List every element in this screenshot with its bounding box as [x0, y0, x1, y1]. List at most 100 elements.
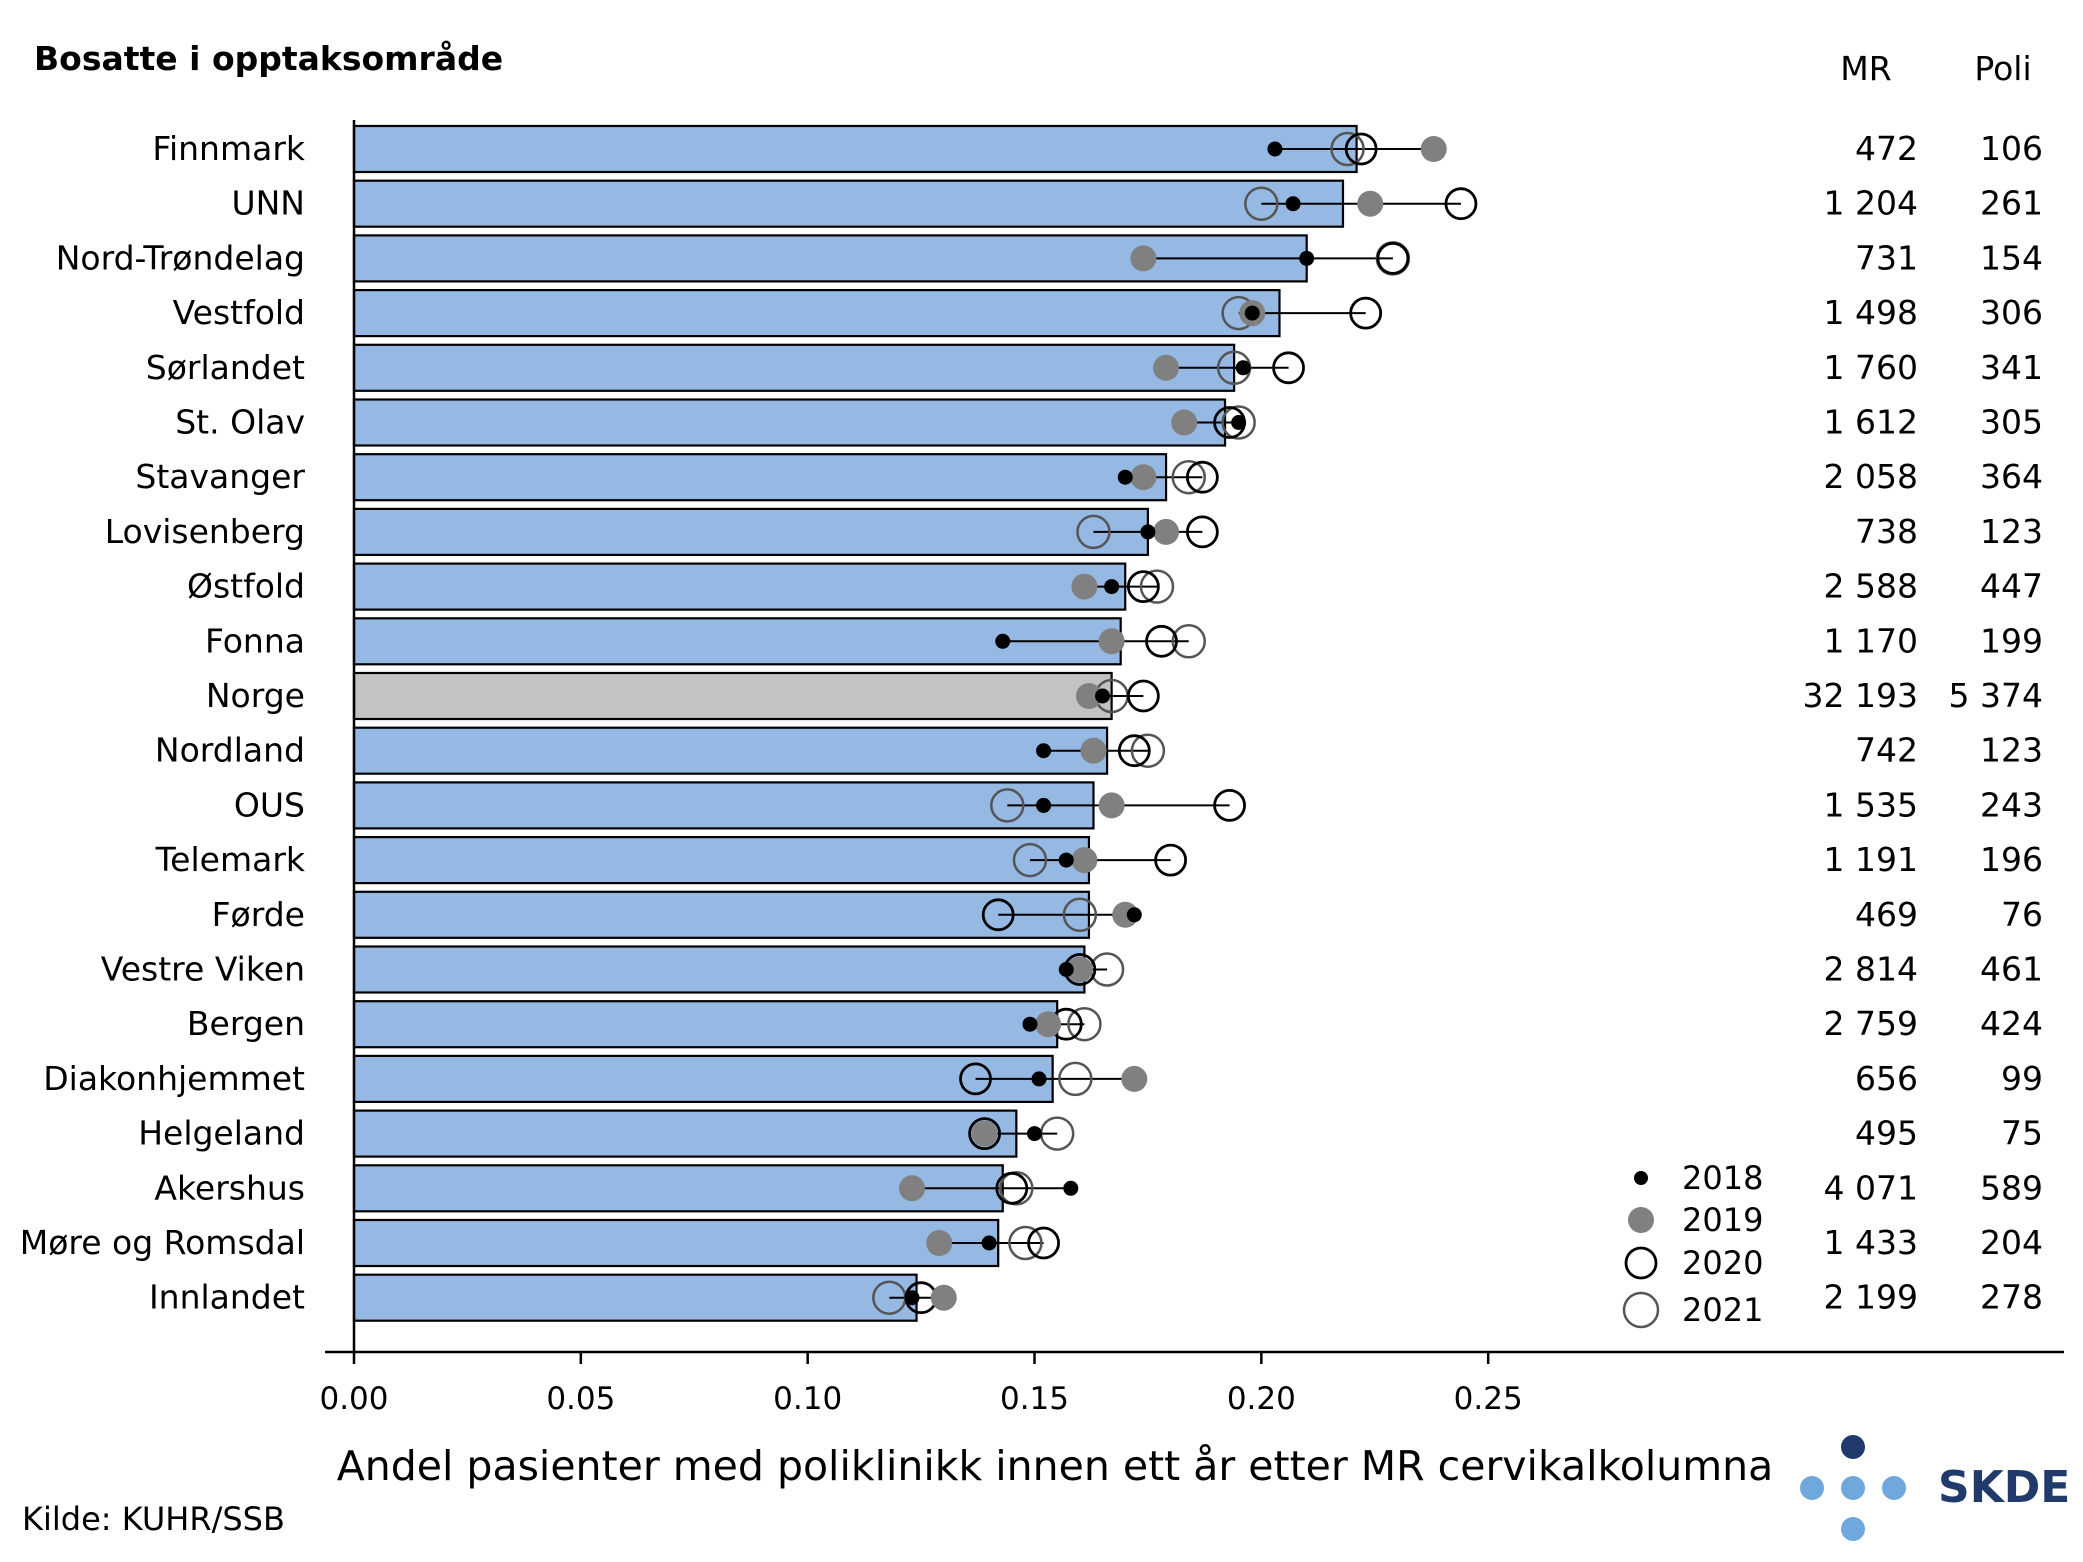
bar-telemark	[352, 835, 1091, 885]
marker-2018-helgeland	[1027, 1126, 1042, 1142]
mr-value-helgeland: 495	[1855, 1114, 1918, 1153]
legend-marker-2020	[1624, 1246, 1658, 1280]
row-label-finnmark: Finnmark	[152, 129, 306, 168]
mr-value-finnmark: 472	[1855, 129, 1918, 168]
x-tick-label-4: 0.20	[1227, 1381, 1296, 1417]
marker-2021-ous	[990, 788, 1025, 823]
marker-2020-nordland	[1117, 734, 1151, 768]
poli-value-telemark: 196	[1980, 840, 2043, 879]
bar-unn	[352, 179, 1345, 228]
mr-value-diakonhjemmet: 656	[1855, 1059, 1918, 1098]
marker-2019-norge	[1075, 683, 1102, 709]
poli-value-møre-og-romsdal: 204	[1980, 1223, 2043, 1262]
marker-2020-fonna	[1145, 624, 1178, 658]
table-values: 472 106 1 204 261 731 154 1 498 306 1 760 341 1 61…	[1803, 129, 2043, 1317]
poli-value-nord-trøndelag: 154	[1980, 238, 2043, 277]
bar-stavanger	[352, 453, 1168, 502]
marker-2018-finnmark	[1267, 141, 1283, 157]
marker-2020-vestfold	[1349, 296, 1383, 330]
marker-2021-lovisenberg	[1076, 514, 1111, 550]
poli-value-akershus: 589	[1980, 1168, 2043, 1207]
mr-value-bergen: 2 759	[1824, 1004, 1918, 1043]
marker-2019-telemark	[1071, 847, 1098, 874]
marker-2018-st-olav	[1231, 415, 1247, 430]
poli-value-st-olav: 305	[1980, 403, 2043, 442]
marker-2020-stavanger	[1185, 460, 1219, 494]
logo-dot-top	[1841, 1435, 1865, 1459]
marker-2018-bergen	[1022, 1016, 1038, 1032]
bar-nordland	[352, 726, 1109, 775]
marker-2019-helgeland	[971, 1120, 998, 1147]
bar-helgeland	[352, 1109, 1018, 1158]
marker-2019-finnmark	[1420, 136, 1447, 162]
legend-marker-2021	[1622, 1291, 1660, 1329]
marker-2018-akershus	[1063, 1180, 1079, 1196]
row-label-nordland: Nordland	[155, 731, 305, 770]
legend-label-2020: 2020	[1682, 1244, 1763, 1282]
poli-value-sørlandet: 341	[1980, 348, 2043, 387]
logo-dot-center	[1841, 1476, 1865, 1500]
row-label-sørlandet: Sørlandet	[146, 348, 305, 387]
marker-2018-diakonhjemmet	[1031, 1071, 1047, 1087]
row-labels: Finnmark UNN Nord-Trøndelag Vestfold Sørland…	[20, 129, 306, 1317]
marker-2020-helgeland	[968, 1117, 1001, 1150]
marker-2019-østfold	[1071, 573, 1098, 600]
row-label-fonna: Fonna	[205, 621, 305, 660]
poli-value-ous: 243	[1980, 785, 2043, 824]
poli-value-unn: 261	[1980, 184, 2043, 223]
mr-value-østfold: 2 588	[1824, 567, 1918, 606]
bar-st-olav	[352, 398, 1227, 447]
x-tick-label-1: 0.05	[546, 1381, 615, 1417]
row-label-bergen: Bergen	[187, 1004, 305, 1043]
row-label-ous: OUS	[234, 785, 305, 824]
marker-2021-bergen	[1067, 1006, 1102, 1042]
marker-2021-unn	[1244, 186, 1279, 221]
x-tick-label-0: 0.00	[319, 1381, 388, 1417]
marker-2018-nord-trøndelag	[1299, 250, 1315, 266]
mr-value-nord-trøndelag: 731	[1855, 238, 1918, 277]
poli-value-bergen: 424	[1980, 1004, 2043, 1043]
poli-value-nordland: 123	[1980, 731, 2043, 770]
row-label-akershus: Akershus	[154, 1168, 305, 1207]
marker-2018-førde	[1126, 907, 1142, 923]
marker-2021-fonna	[1171, 624, 1206, 659]
logo-dot-right	[1882, 1476, 1906, 1500]
bar-innlandet	[352, 1273, 918, 1322]
poli-value-østfold: 447	[1980, 567, 2043, 606]
mr-value-sørlandet: 1 760	[1824, 348, 1918, 387]
marker-2021-stavanger	[1171, 459, 1206, 495]
marker-2021-st-olav	[1221, 405, 1256, 440]
poli-value-diakonhjemmet: 99	[2001, 1059, 2043, 1098]
marker-2018-telemark	[1058, 852, 1074, 868]
marker-2020-førde	[981, 898, 1015, 932]
bar-akershus	[352, 1164, 1004, 1213]
mr-value-unn: 1 204	[1824, 184, 1918, 223]
marker-2018-nordland	[1036, 743, 1052, 759]
column-header-mr: MR	[1840, 49, 1891, 88]
marker-2020-akershus	[995, 1171, 1029, 1205]
marker-2020-møre-og-romsdal	[1027, 1226, 1060, 1260]
mr-value-vestre-viken: 2 814	[1824, 950, 1918, 989]
marker-2021-østfold	[1139, 569, 1175, 604]
poli-value-norge: 5 374	[1949, 676, 2043, 715]
marker-2019-møre-og-romsdal	[926, 1230, 953, 1256]
x-tick-label-5: 0.25	[1454, 1381, 1523, 1417]
marker-2019-bergen	[1035, 1011, 1062, 1038]
mr-value-st-olav: 1 612	[1824, 403, 1918, 442]
marker-2019-vestre-viken	[1066, 956, 1093, 983]
bar-norge	[352, 671, 1113, 721]
logo-text: SKDE	[1938, 1462, 2070, 1513]
bar-førde	[352, 890, 1091, 939]
source-note: Kilde: KUHR/SSB	[22, 1500, 285, 1538]
mr-value-ous: 1 535	[1824, 785, 1918, 824]
poli-value-vestfold: 306	[1980, 293, 2043, 332]
bar-vestre-viken	[352, 945, 1086, 994]
poli-value-helgeland: 75	[2001, 1114, 2043, 1153]
marker-2020-diakonhjemmet	[959, 1062, 992, 1096]
mr-value-lovisenberg: 738	[1855, 512, 1918, 551]
column-header-poli: Poli	[1974, 49, 2031, 88]
marker-2021-finnmark	[1330, 131, 1365, 167]
bar-bergen	[352, 1000, 1059, 1049]
x-tick-label-3: 0.15	[1000, 1381, 1069, 1417]
marker-2020-ous	[1213, 789, 1246, 822]
